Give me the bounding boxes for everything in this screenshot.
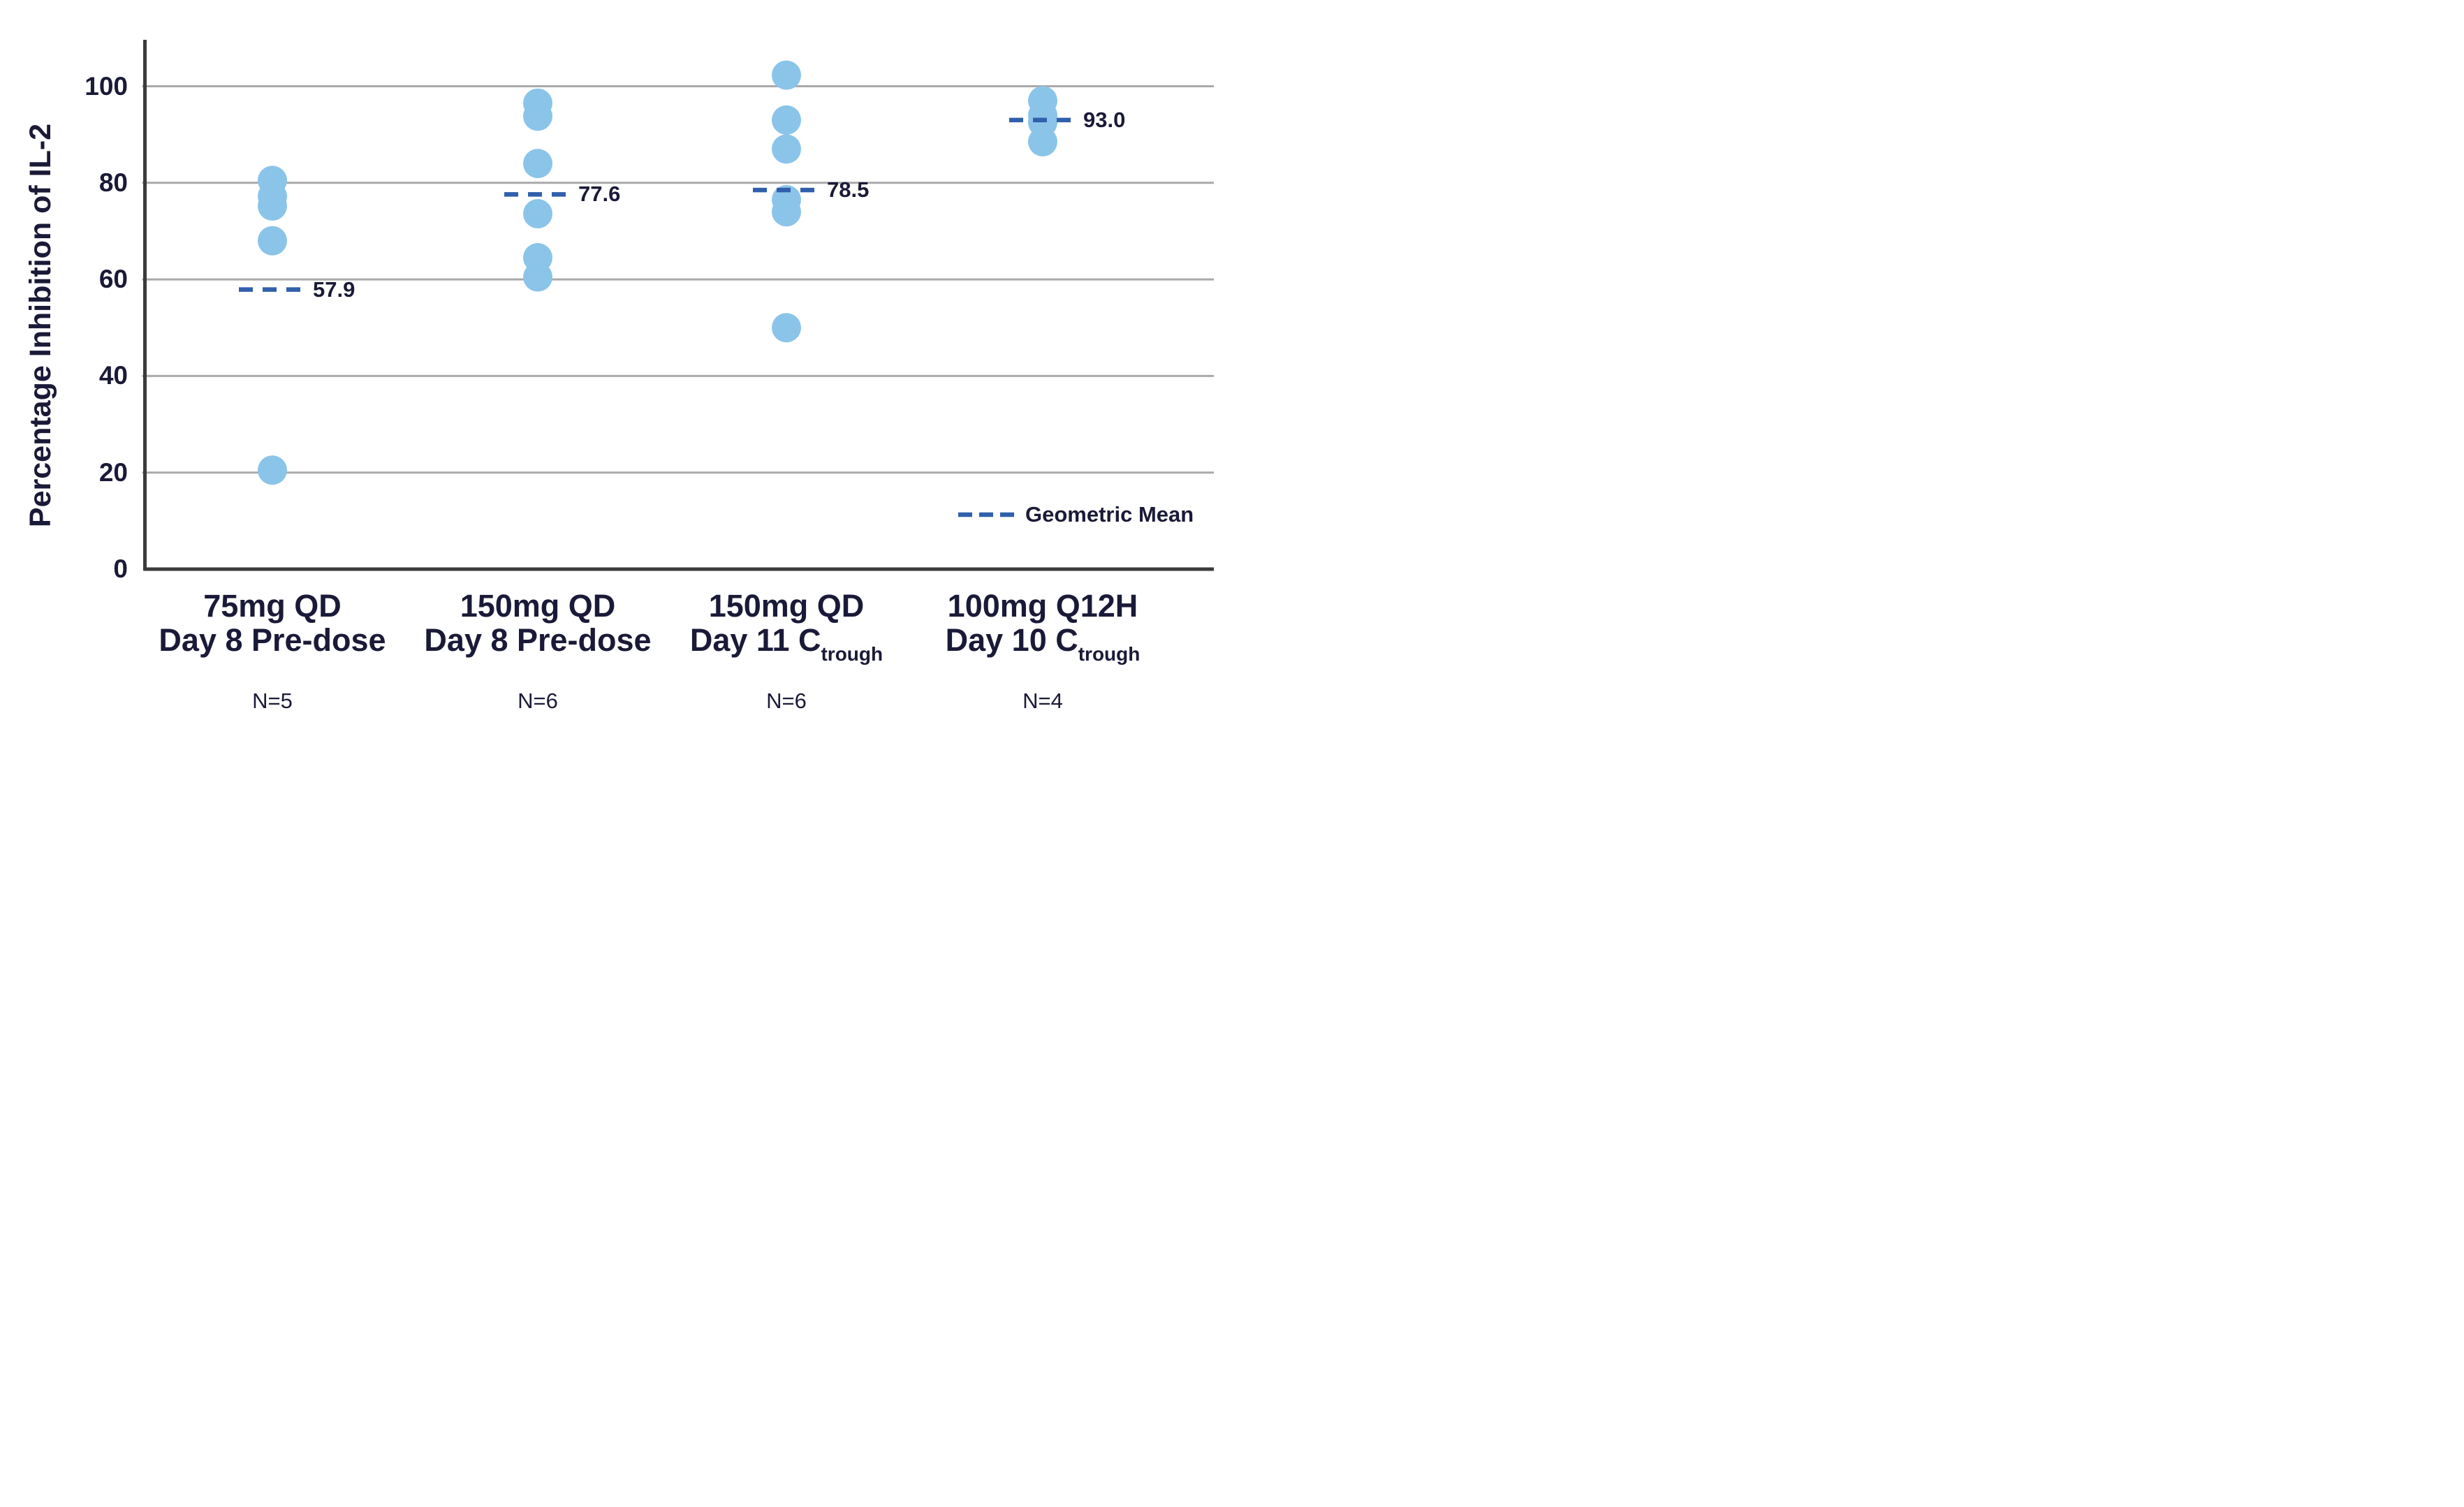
subscript-label: trough — [821, 643, 883, 665]
data-point — [772, 134, 801, 164]
x-group-label-3: 150mg QD Day 11 Ctrough — [689, 588, 883, 665]
y-tick-label-0: 0 — [113, 554, 128, 583]
geometric-mean-value-2: 77.6 — [578, 182, 621, 207]
x-group-label-2: 150mg QD Day 8 Pre-dose — [424, 588, 652, 658]
data-point — [772, 105, 801, 135]
data-point — [772, 313, 801, 343]
legend-label: Geometric Mean — [1025, 502, 1194, 527]
geometric-mean-value-3: 78.5 — [827, 177, 870, 203]
data-point — [258, 226, 287, 256]
y-tick-label-100: 100 — [85, 71, 128, 101]
chart-container: Percentage Inhibition of IL-2 Geometric … — [0, 0, 1232, 753]
data-point — [523, 199, 552, 229]
x-group-label-1: 75mg QD Day 8 Pre-dose — [159, 588, 386, 658]
x-group-label-4: 100mg Q12H Day 10 Ctrough — [945, 588, 1141, 665]
data-point — [258, 191, 287, 221]
data-point — [772, 197, 801, 227]
n-count-label-1: N=5 — [252, 689, 293, 713]
geometric-mean-value-1: 57.9 — [313, 277, 355, 302]
data-point — [258, 455, 287, 485]
data-point — [523, 101, 552, 131]
n-count-label-3: N=6 — [766, 689, 807, 713]
y-tick-label-60: 60 — [98, 265, 128, 294]
n-count-label-2: N=6 — [518, 689, 558, 713]
y-axis-title: Percentage Inhibition of IL-2 — [24, 123, 57, 528]
data-point — [772, 60, 801, 90]
y-tick-label-20: 20 — [98, 457, 128, 487]
subscript-label: trough — [1078, 643, 1141, 665]
plot-area — [142, 40, 1214, 571]
geometric-mean-value-4: 93.0 — [1083, 107, 1126, 132]
data-point — [523, 149, 552, 179]
data-point — [523, 262, 552, 292]
data-point — [1028, 127, 1057, 157]
n-count-label-4: N=4 — [1022, 689, 1063, 713]
y-tick-label-80: 80 — [98, 168, 128, 197]
y-tick-label-40: 40 — [98, 361, 128, 390]
